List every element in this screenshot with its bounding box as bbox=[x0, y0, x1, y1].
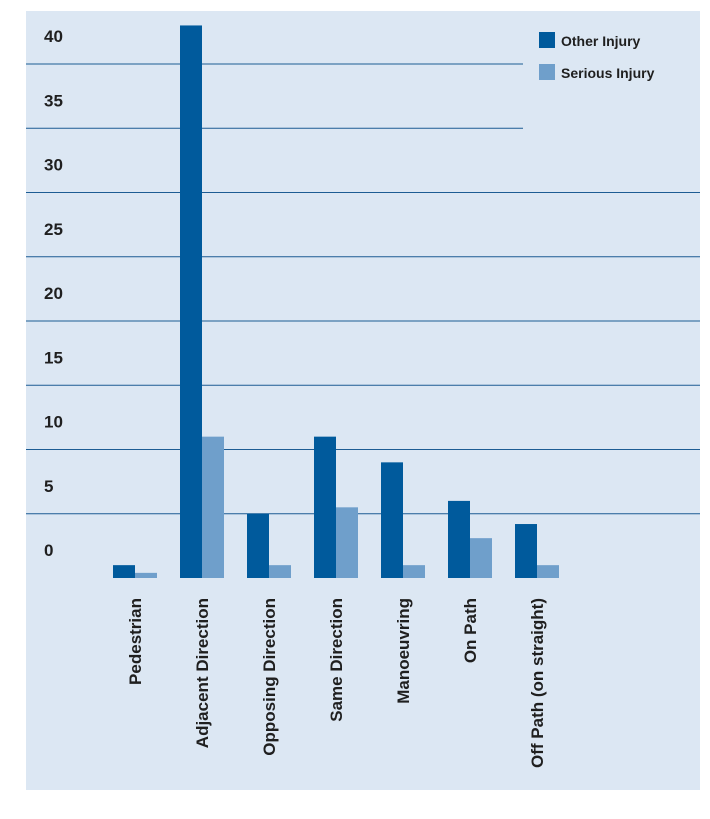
bar-other-injury bbox=[448, 500, 470, 578]
x-category-label: Adjacent Direction bbox=[193, 598, 212, 748]
bar-other-injury bbox=[247, 513, 269, 578]
legend-label-other-injury: Other Injury bbox=[561, 33, 641, 49]
y-tick-label: 10 bbox=[44, 413, 63, 432]
bar-other-injury bbox=[515, 524, 537, 578]
y-tick-label: 20 bbox=[44, 284, 63, 303]
y-tick-label: 35 bbox=[44, 91, 63, 110]
y-tick-label: 30 bbox=[44, 156, 63, 175]
legend-swatch-serious-injury bbox=[539, 64, 555, 80]
bar-other-injury bbox=[180, 25, 202, 578]
x-category-label: Pedestrian bbox=[126, 598, 145, 685]
bar-other-injury bbox=[314, 436, 336, 578]
bar-serious-injury bbox=[470, 538, 492, 578]
x-category-label: Manoeuvring bbox=[394, 598, 413, 704]
legend-label-serious-injury: Serious Injury bbox=[561, 65, 655, 81]
legend: Other Injury Serious Injury bbox=[539, 32, 655, 81]
x-category-label: Opposing Direction bbox=[260, 598, 279, 756]
bar-other-injury bbox=[381, 462, 403, 578]
bar-serious-injury bbox=[336, 507, 358, 578]
x-category-label: On Path bbox=[461, 598, 480, 663]
bar-serious-injury bbox=[135, 572, 157, 578]
x-category-label: Off Path (on straight) bbox=[528, 598, 547, 768]
x-axis-categories: Pedestrian Adjacent Direction Opposing Dir… bbox=[126, 598, 547, 768]
chart-panel bbox=[26, 11, 700, 790]
x-category-label: Same Direction bbox=[327, 598, 346, 722]
y-tick-label: 15 bbox=[44, 348, 63, 367]
bar-serious-injury bbox=[403, 565, 425, 578]
y-tick-label: 25 bbox=[44, 220, 63, 239]
bars bbox=[113, 25, 559, 578]
legend-swatch-other-injury bbox=[539, 32, 555, 48]
bar-other-injury bbox=[113, 565, 135, 578]
gridlines bbox=[26, 63, 700, 515]
y-tick-label: 0 bbox=[44, 541, 53, 560]
bar-serious-injury bbox=[202, 436, 224, 578]
y-tick-label: 40 bbox=[44, 27, 63, 46]
y-axis-ticks: 0 5 10 15 20 25 30 35 40 bbox=[44, 27, 63, 560]
y-tick-label: 5 bbox=[44, 477, 53, 496]
bar-serious-injury bbox=[269, 565, 291, 578]
bar-serious-injury bbox=[537, 565, 559, 578]
